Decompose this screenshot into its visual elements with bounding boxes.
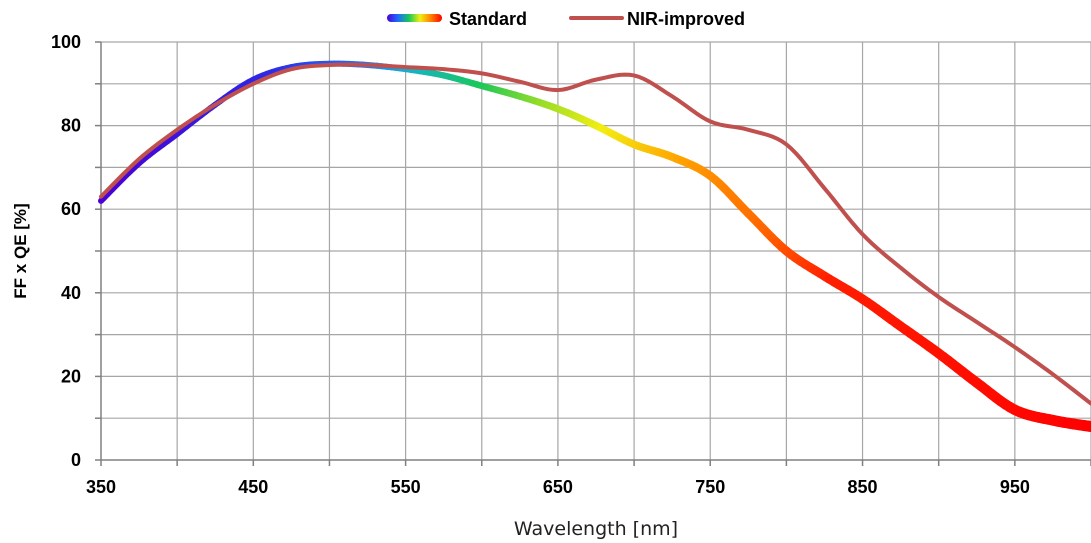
y-tick-label: 60	[61, 199, 81, 219]
x-tick-label: 650	[543, 477, 573, 497]
tick-labels: 350 450 550 650 750 850 950 0 20 40 60 80 100	[51, 32, 1030, 497]
legend: Standard NIR-improved	[387, 9, 745, 29]
y-tick-label: 0	[71, 450, 81, 470]
legend-label-standard: Standard	[449, 9, 527, 29]
y-tick-label: 80	[61, 116, 81, 136]
legend-label-nir-improved: NIR-improved	[627, 9, 745, 29]
grid	[101, 41, 1091, 460]
series	[98, 60, 1091, 433]
legend-swatch-standard	[387, 14, 442, 22]
x-tick-label: 350	[86, 477, 116, 497]
series-standard	[98, 60, 1091, 433]
y-tick-label: 40	[61, 283, 81, 303]
series-nir-improved-line	[99, 62, 1091, 406]
x-tick-label: 450	[238, 477, 268, 497]
x-tick-label: 750	[695, 477, 725, 497]
axes	[95, 41, 1091, 466]
x-tick-label: 850	[848, 477, 878, 497]
x-tick-label: 550	[391, 477, 421, 497]
y-tick-label: 100	[51, 32, 81, 52]
x-tick-label: 950	[1000, 477, 1030, 497]
y-axis-title: FF x QE [%]	[11, 203, 30, 298]
y-tick-label: 20	[61, 366, 81, 386]
x-axis-title: Wavelength [nm]	[514, 518, 678, 540]
